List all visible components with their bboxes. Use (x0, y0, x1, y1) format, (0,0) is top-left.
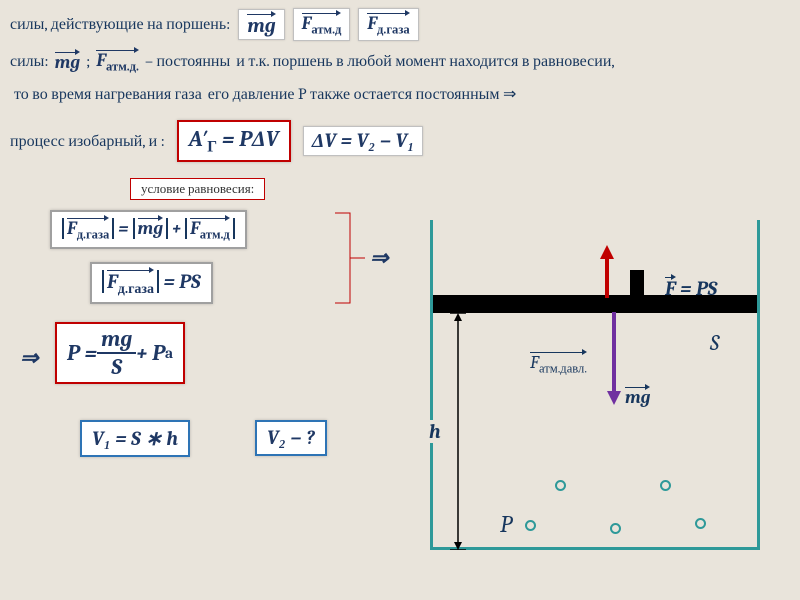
molecule (660, 480, 671, 491)
piston-rod (630, 270, 644, 295)
work-formula-box: A′Г = PΔV (177, 120, 291, 162)
force-arrow-up (595, 245, 625, 300)
pressure-formula-box: P = mg S + Pa (55, 322, 185, 384)
line-forces-header: силы, действующие на поршень: mg Fатм.д … (10, 8, 419, 41)
l2-rest: и т.к. поршень в любой момент находится … (236, 52, 614, 71)
Fatm-label: Fатм.давл. (530, 350, 587, 377)
equilibrium-eq2: Fд.газа = PS (90, 262, 213, 304)
l2-pre: силы: (10, 52, 49, 71)
header-text: силы, действующие на поршень: (10, 15, 230, 34)
h-dimension (448, 313, 468, 550)
line-isobaric: процесс изобарный, и : A′Г = PΔV ΔV = V₂… (10, 120, 423, 162)
implies-2: ⇒ (20, 345, 38, 371)
line-pressure-const: то во время нагревания газа его давление… (14, 84, 516, 104)
l2-post: – постоянны (145, 52, 230, 71)
implies-1: ⇒ (370, 245, 388, 271)
equilibrium-label: условие равновесия: (130, 178, 265, 200)
v1-box: V₁ = S ∗ h (80, 420, 190, 457)
S-label: S (710, 330, 719, 356)
F-PS-label: F = PS (665, 275, 717, 300)
line-constant-forces: силы: mg ; Fатм.д. – постоянны и т.к. по… (10, 48, 615, 75)
l2-semi: ; (86, 52, 90, 70)
cyl-wall-bottom (430, 547, 760, 550)
l3-b: его давление P также остается постоянным… (208, 84, 517, 104)
cyl-wall-left (430, 220, 433, 550)
force-gas: Fд.газа (358, 8, 418, 41)
l2-mg: mg (55, 50, 80, 73)
force-atm: Fатм.д (293, 8, 351, 41)
molecule (555, 480, 566, 491)
molecule (695, 518, 706, 529)
equilibrium-eq1: Fд.газа = mg + Fатм.д (50, 210, 247, 249)
l4-pre: процесс изобарный, и : (10, 132, 165, 151)
molecule (525, 520, 536, 531)
l2-fatm: F (96, 50, 106, 71)
v2-box: V₂ − ? (255, 420, 327, 456)
mg-label: mg (625, 385, 650, 408)
force-mg: mg (238, 9, 284, 40)
cyl-wall-right (757, 220, 760, 550)
dv-box: ΔV = V₂ − V₁ (303, 126, 424, 156)
h-label: h (427, 420, 443, 443)
molecule (610, 523, 621, 534)
l3-a: то во время нагревания газа (14, 85, 202, 104)
cylinder-diagram: h F = PS S Fатм.давл. mg P (430, 220, 760, 550)
P-label: P (500, 510, 512, 538)
